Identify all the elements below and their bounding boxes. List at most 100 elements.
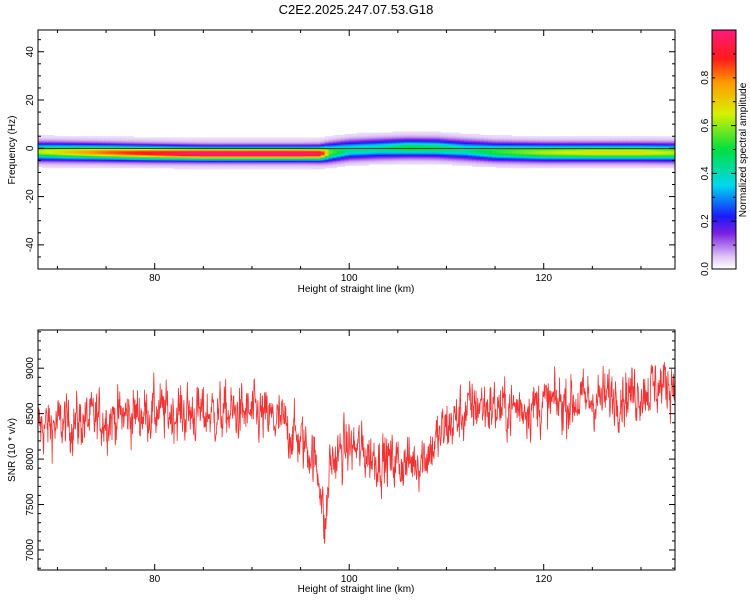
spectrogram-cell <box>515 137 521 140</box>
spectrogram-cell <box>575 154 581 157</box>
spectrogram-cell <box>53 139 59 142</box>
spectrogram-cell <box>93 145 99 148</box>
spectrogram-cell <box>412 135 417 137</box>
spectrogram-cell <box>479 151 485 154</box>
spectrogram-cell <box>288 150 294 153</box>
spectrogram-cell <box>149 155 155 158</box>
colorbar: 0.00.20.40.60.8 Normalized spectral ampl… <box>700 29 749 276</box>
spectrogram-cell <box>639 149 644 152</box>
spectrogram-cell <box>671 142 675 145</box>
spectrogram-cell <box>491 153 497 155</box>
spectrogram-cell <box>49 154 55 157</box>
spectrogram-cell <box>129 151 135 154</box>
spectrogram-cell <box>201 139 206 142</box>
spectrogram-cell <box>221 149 226 152</box>
spectrogram-cell <box>519 161 525 164</box>
spectrogram-cell <box>531 162 537 165</box>
spectrogram-cell <box>595 156 600 159</box>
spectrogram-cell <box>272 148 278 151</box>
spectrogram-cell <box>611 155 616 158</box>
spectrogram-cell <box>507 135 513 137</box>
spectrogram-cell <box>53 157 59 160</box>
spectrogram-cell <box>137 157 143 160</box>
spectrogram-cell <box>559 142 565 145</box>
spectrogram-cell <box>185 145 190 148</box>
spectrogram-cell <box>671 143 675 146</box>
spectrogram-cell <box>304 163 310 166</box>
spectrogram-cell <box>38 155 43 158</box>
spectrogram-cell <box>591 148 596 151</box>
spectrogram-cell <box>117 150 123 153</box>
spectrogram-cell <box>364 135 370 137</box>
spectrogram-cell <box>260 165 266 167</box>
spectrogram-cell <box>607 159 612 161</box>
spectrogram-cell <box>388 155 393 158</box>
spectrogram-cell <box>392 160 397 163</box>
spectrogram-cell <box>336 165 342 167</box>
spectrogram-cell <box>328 137 334 140</box>
spectrogram-cell <box>185 154 190 157</box>
spectrogram-cell <box>109 136 115 139</box>
spectrogram-cell <box>384 138 389 141</box>
spectrogram-cell <box>467 151 473 154</box>
spectrogram-cell <box>300 145 306 148</box>
spectrogram-cell <box>129 153 135 155</box>
spectrogram-cell <box>611 143 616 146</box>
spectrogram-cell <box>444 138 449 141</box>
spectrogram-cell <box>615 160 620 163</box>
spectrogram-cell <box>89 154 95 157</box>
spectrogram-cell <box>264 159 270 161</box>
spectrogram-cell <box>360 150 366 153</box>
spectrogram-cell <box>53 154 59 157</box>
spectrogram-cell <box>487 149 493 152</box>
spectrogram-cell <box>185 138 190 141</box>
spectrogram-cell <box>659 137 664 140</box>
spectrogram-cell <box>639 137 644 140</box>
spectrogram-cell <box>535 160 541 163</box>
spectrogram-cell <box>527 160 533 163</box>
spectrogram-cell <box>448 156 453 159</box>
spectrogram-cell <box>49 144 55 147</box>
spectrogram-cell <box>667 165 672 167</box>
spectrogram-cell <box>316 142 322 145</box>
spectrogram-cell <box>432 137 437 140</box>
spectrogram-cell <box>404 151 409 154</box>
spectrogram-cell <box>503 150 509 153</box>
spectrogram-cell <box>368 133 374 136</box>
spectrogram-cell <box>571 138 577 141</box>
spectrogram-cell <box>396 153 401 155</box>
spectrogram-cell <box>121 141 127 143</box>
spectrogram-cell <box>169 145 174 148</box>
spectrogram-cell <box>400 157 405 160</box>
spectrogram-cell <box>73 165 79 167</box>
spectrogram-cell <box>408 135 413 137</box>
spectrogram-cell <box>579 143 585 146</box>
spectrogram-cell <box>627 165 632 167</box>
spectrogram-cell <box>503 154 509 157</box>
spectrogram-cell <box>467 135 473 137</box>
spectrogram-cell <box>495 155 501 158</box>
spectrogram-cell <box>105 142 111 145</box>
spectrogram-cell <box>360 154 366 157</box>
spectrogram-cell <box>527 142 533 145</box>
spectrogram-cell <box>93 143 99 146</box>
spectrogram-cell <box>615 149 620 152</box>
spectrogram-cell <box>396 162 401 165</box>
spectrogram-cell <box>563 143 569 146</box>
spectrogram-cell <box>595 163 600 166</box>
spectrogram-cell <box>495 156 501 159</box>
spectrogram-cell <box>543 151 549 154</box>
spectrogram-cell <box>260 142 266 145</box>
spectrogram-cell <box>117 141 123 143</box>
spectrogram-cell <box>663 155 668 158</box>
spectrogram-cell <box>595 149 600 152</box>
spectrogram-cell <box>583 166 589 169</box>
spectrogram-cell <box>133 155 139 158</box>
spectrogram-cell <box>328 163 334 166</box>
spectrogram-cell <box>539 148 545 151</box>
spectrogram-cell <box>245 137 250 140</box>
spectrogram-cell <box>237 166 242 169</box>
spectrogram-cell <box>185 167 190 170</box>
spectrogram-cell <box>559 148 565 151</box>
spectrogram-cell <box>364 157 370 160</box>
